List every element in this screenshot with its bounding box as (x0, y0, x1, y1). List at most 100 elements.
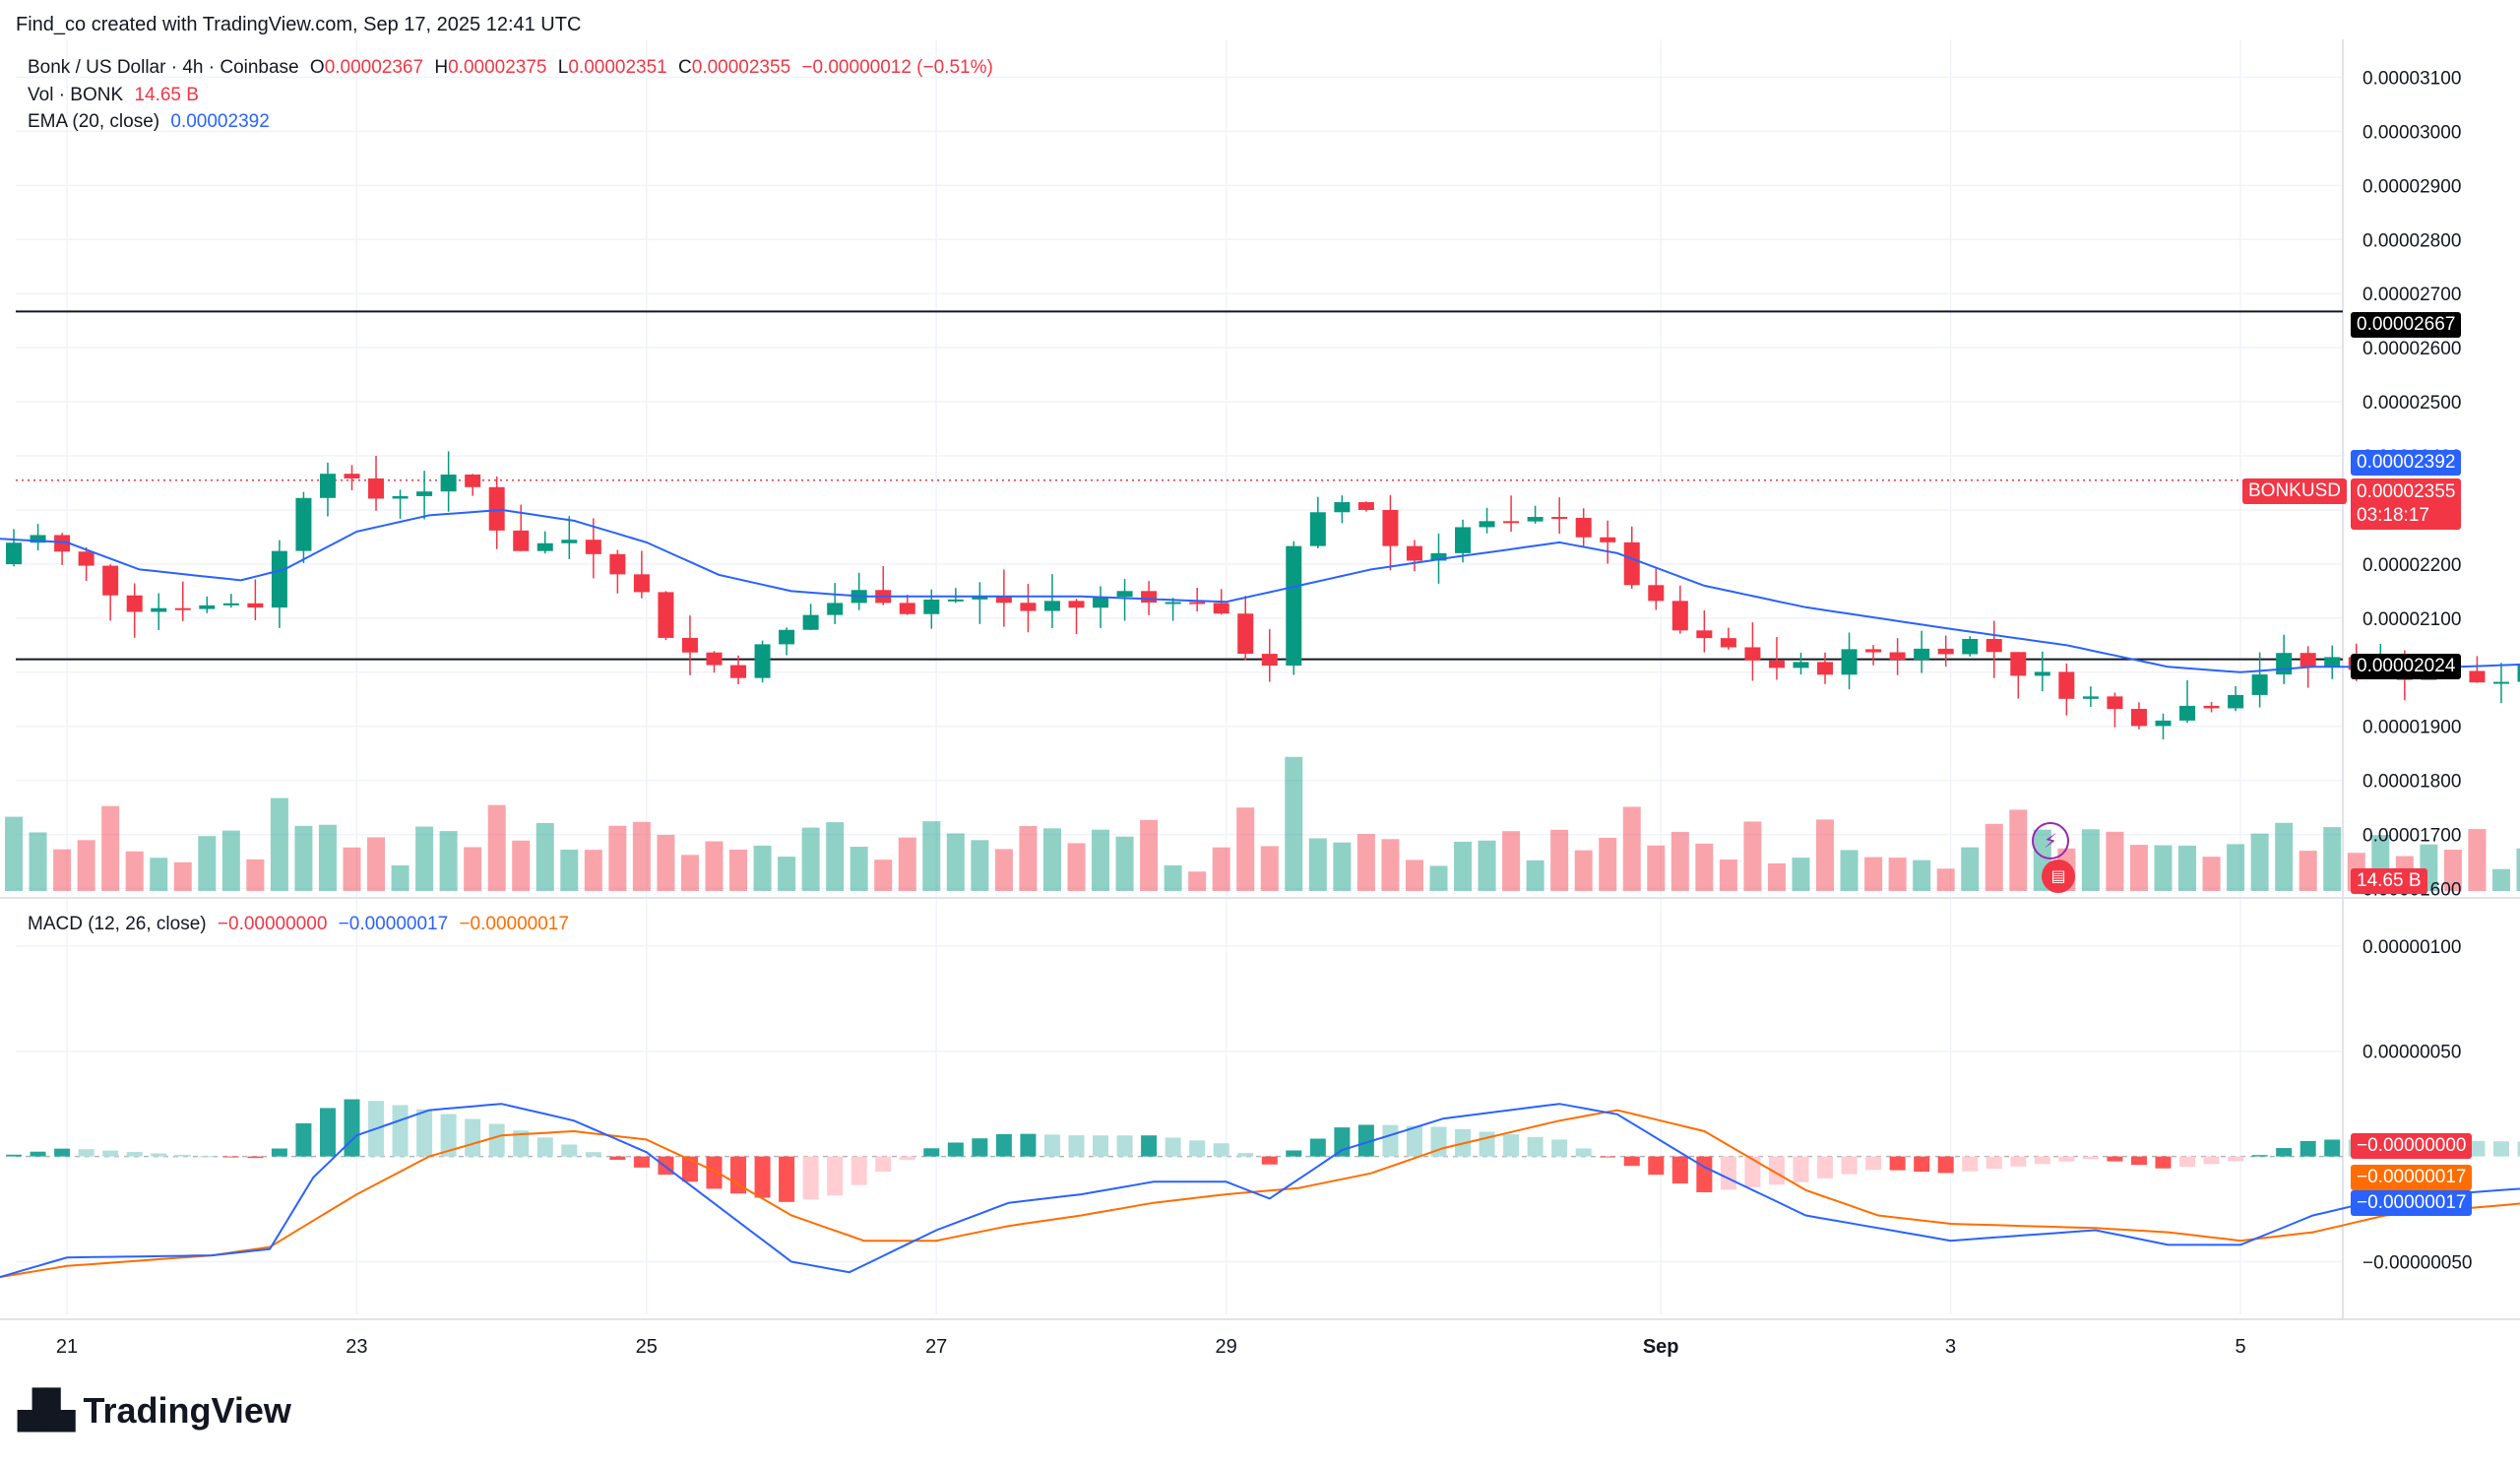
macd-hist-bar (1696, 1156, 1713, 1192)
support-price-tag: 0.00002024 (2351, 654, 2462, 679)
volume-bar (1236, 807, 1255, 891)
candle-body (1309, 512, 1326, 546)
tradingview-logo[interactable]: ▟▙ TradingView (18, 1388, 291, 1433)
macd-hist-bar (1286, 1150, 1302, 1157)
macd-hist-bar (2492, 1141, 2509, 1157)
x-tick-label: 25 (636, 1336, 658, 1358)
volume-bar (1308, 838, 1327, 891)
volume-bar (1719, 859, 1737, 891)
candle-body (633, 574, 650, 593)
volume-bar (1984, 823, 2003, 891)
volume-bar (1599, 837, 1617, 891)
candle-body (1962, 639, 1979, 655)
macd-hist-bar (344, 1099, 360, 1157)
volume-bar (1019, 826, 1038, 891)
ema-label[interactable]: EMA (20, close) (28, 111, 160, 132)
ema-value: 0.00002392 (170, 111, 270, 132)
macd-hist-bar (585, 1152, 601, 1157)
macd-hist-bar (706, 1156, 723, 1189)
candle-body (1889, 652, 1906, 661)
volume-bar (343, 847, 361, 891)
volume-bar (198, 836, 217, 891)
candle-body (416, 491, 433, 496)
brand-name: TradingView (83, 1389, 291, 1431)
candle-body (1334, 502, 1351, 513)
macd-hist-bar (1382, 1124, 1399, 1157)
candle-body (2034, 671, 2050, 676)
candle-body (1575, 517, 1592, 538)
candle-body (2300, 653, 2316, 668)
volume-bar (1840, 850, 1858, 891)
volume-bar (294, 825, 313, 891)
macd-hist-bar (802, 1156, 819, 1200)
volume-bar (2443, 850, 2462, 891)
volume-bar (2250, 833, 2269, 891)
volume-bar (1622, 806, 1641, 891)
volume-bar (2106, 831, 2124, 891)
macd-hist-bar (2155, 1156, 2172, 1169)
volume-bar (221, 830, 240, 891)
x-tick-label: 29 (1215, 1336, 1236, 1358)
volume-tag: 14.65 B (2351, 868, 2427, 894)
macd-hist-bar (2058, 1156, 2075, 1162)
macd-hist-bar (2276, 1148, 2293, 1157)
volume-bar (367, 837, 386, 891)
volume-label[interactable]: Vol · BONK (28, 85, 124, 105)
volume-bar (2275, 822, 2294, 891)
price-tick-label: 0.00002900 (2362, 176, 2461, 197)
candle-body (1985, 639, 2002, 653)
volume-bar (1405, 860, 1423, 891)
candle-body (1357, 502, 1374, 511)
candle-body (1165, 602, 1181, 605)
candle-body (1430, 552, 1447, 561)
lightning-icon[interactable]: ⚡ (2032, 822, 2069, 860)
volume-legend: Vol · BONK 14.65 B (28, 85, 205, 106)
volume-bar (1429, 865, 1448, 891)
candle-body (126, 595, 143, 612)
macd-hist-bar (972, 1138, 988, 1157)
volume-bar (2129, 845, 2148, 891)
candle-body (995, 596, 1012, 604)
volume-bar (2227, 844, 2245, 891)
price-tick-label: 0.00002500 (2362, 393, 2461, 414)
volume-bar (1816, 819, 1835, 891)
candle-body (6, 542, 23, 565)
last-price: 0.00002355 (2357, 481, 2456, 502)
candle-body (972, 596, 988, 600)
candle-body (2179, 705, 2196, 721)
macd-signal-tag: −0.00000017 (2351, 1165, 2473, 1190)
candle-body (947, 599, 964, 602)
candle-body (247, 603, 264, 608)
us-flag-icon[interactable]: ▤ (2042, 860, 2075, 893)
candle-body (1189, 602, 1206, 605)
volume-bar (1743, 821, 1762, 891)
candle-body (2517, 664, 2520, 682)
volume-bar (1864, 857, 1883, 891)
macd-hist-bar (1623, 1156, 1640, 1167)
macd-hist-bar (609, 1156, 626, 1161)
symbol-tag: BONKUSD (2242, 478, 2347, 504)
macd-label[interactable]: MACD (12, 26, close) (28, 914, 207, 934)
horizontal-lines (16, 310, 2343, 661)
volume-bar (1042, 828, 1061, 891)
macd-line-tag: −0.00000017 (2351, 1190, 2473, 1216)
volume-bar (1502, 831, 1521, 891)
volume-bar (1670, 831, 1689, 891)
volume-bar (1767, 862, 1786, 891)
price-tick-label: 0.00001800 (2362, 772, 2461, 793)
volume-bar (464, 847, 482, 891)
x-tick-label: 5 (2235, 1336, 2245, 1358)
symbol-label[interactable]: Bonk / US Dollar · 4h · Coinbase (28, 57, 299, 78)
macd-hist-bar (1841, 1156, 1858, 1175)
price-tick-label: 0.00003100 (2362, 68, 2461, 89)
macd-hist-bar (2324, 1139, 2341, 1157)
resistance-price-tag: 0.00002667 (2351, 312, 2462, 338)
candle-body (2155, 720, 2172, 727)
volume-bar (680, 855, 699, 891)
macd-polyline (0, 1103, 2520, 1279)
macd-hist-bar (1600, 1156, 1616, 1158)
macd-hist-bar (174, 1154, 191, 1157)
tv-logo-icon: ▟▙ (18, 1390, 76, 1432)
candle-body (1744, 647, 1761, 661)
